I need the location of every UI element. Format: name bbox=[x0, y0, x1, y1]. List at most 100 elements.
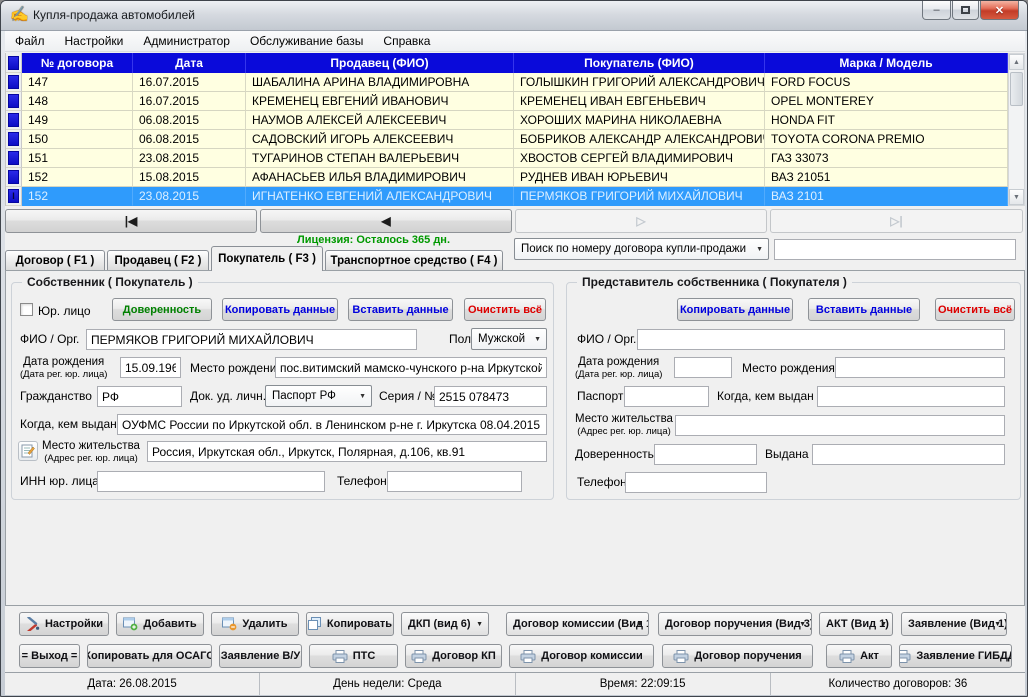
delete-record-button[interactable]: Удалить bbox=[211, 612, 299, 636]
rep-passport-input[interactable] bbox=[624, 386, 709, 407]
col-model[interactable]: Марка / Модель bbox=[765, 53, 1008, 73]
owner-inn-input[interactable] bbox=[97, 471, 325, 492]
title-bar[interactable]: ✍ Купля-продажа автомобилей – ✕ bbox=[1, 1, 1027, 31]
rep-paste-data-button[interactable]: Вставить данные bbox=[808, 298, 920, 321]
cell-seller[interactable]: НАУМОВ АЛЕКСЕЙ АЛЕКСЕЕВИЧ bbox=[246, 111, 514, 130]
rep-poa-input[interactable] bbox=[654, 444, 757, 465]
cell-buyer[interactable]: ПЕРМЯКОВ ГРИГОРИЙ МИХАЙЛОВИЧ bbox=[514, 187, 765, 206]
search-input[interactable] bbox=[774, 239, 1016, 260]
cell-buyer[interactable]: КРЕМЕНЕЦ ИВАН ЕВГЕНЬЕВИЧ bbox=[514, 92, 765, 111]
menu-db-maintenance[interactable]: Обслуживание базы bbox=[249, 34, 364, 48]
owner-address-input[interactable] bbox=[147, 441, 547, 462]
nav-last-button[interactable]: ▷| bbox=[770, 209, 1023, 233]
rep-address-input[interactable] bbox=[675, 415, 1005, 436]
application-template-select[interactable]: Заявление (Вид 1) ▼ bbox=[901, 612, 1007, 636]
cell-contract-number[interactable]: 150 bbox=[22, 130, 133, 149]
cell-buyer[interactable]: РУДНЕВ ИВАН ЮРЬЕВИЧ bbox=[514, 168, 765, 187]
cell-model[interactable]: OPEL MONTEREY bbox=[765, 92, 1008, 111]
owner-clear-all-button[interactable]: Очистить всё bbox=[464, 298, 546, 321]
cell-contract-number[interactable]: 152 bbox=[22, 187, 133, 206]
rep-phone-input[interactable] bbox=[625, 472, 767, 493]
table-row[interactable]: 151 23.08.2015 ТУГАРИНОВ СТЕПАН ВАЛЕРЬЕВ… bbox=[6, 149, 1008, 168]
menu-settings[interactable]: Настройки bbox=[64, 34, 124, 48]
cell-seller[interactable]: ТУГАРИНОВ СТЕПАН ВАЛЕРЬЕВИЧ bbox=[246, 149, 514, 168]
col-seller[interactable]: Продавец (ФИО) bbox=[246, 53, 514, 73]
print-pts-button[interactable]: ПТС bbox=[309, 644, 398, 668]
owner-gender-select[interactable]: Мужской ▼ bbox=[471, 328, 547, 350]
cell-seller[interactable]: ИГНАТЕНКО ЕВГЕНИЙ АЛЕКСАНДРОВИЧ bbox=[246, 187, 514, 206]
print-gibdd-application-button[interactable]: Заявление ГИБДД bbox=[899, 644, 1012, 668]
cell-seller[interactable]: ШАБАЛИНА АРИНА ВЛАДИМИРОВНА bbox=[246, 73, 514, 92]
scrollbar-thumb[interactable] bbox=[1010, 72, 1023, 106]
maximize-button[interactable] bbox=[952, 1, 979, 20]
cell-date[interactable]: 23.08.2015 bbox=[133, 149, 246, 168]
cell-contract-number[interactable]: 152 bbox=[22, 168, 133, 187]
col-buyer[interactable]: Покупатель (ФИО) bbox=[514, 53, 765, 73]
cell-model[interactable]: FORD FOCUS bbox=[765, 73, 1008, 92]
commission-template-select[interactable]: Договор комиссии (Вид 1) ▼ bbox=[506, 612, 649, 636]
cell-buyer[interactable]: ХОРОШИХ МАРИНА НИКОЛАЕВНА bbox=[514, 111, 765, 130]
tab-buyer[interactable]: Покупатель ( F3 ) bbox=[211, 246, 323, 271]
table-row[interactable]: I 152 23.08.2015 ИГНАТЕНКО ЕВГЕНИЙ АЛЕКС… bbox=[6, 187, 1008, 206]
legal-entity-checkbox[interactable] bbox=[20, 303, 33, 316]
owner-id-doc-select[interactable]: Паспорт РФ ▼ bbox=[265, 385, 372, 407]
cell-buyer[interactable]: ГОЛЫШКИН ГРИГОРИЙ АЛЕКСАНДРОВИЧ bbox=[514, 73, 765, 92]
owner-fio-input[interactable] bbox=[86, 329, 417, 350]
cell-model[interactable]: ВАЗ 2101 bbox=[765, 187, 1008, 206]
exit-button[interactable]: = Выход = bbox=[19, 644, 80, 668]
cell-contract-number[interactable]: 151 bbox=[22, 149, 133, 168]
owner-birthdate-input[interactable] bbox=[120, 357, 181, 378]
cell-contract-number[interactable]: 148 bbox=[22, 92, 133, 111]
scroll-down-icon[interactable]: ▼ bbox=[1009, 189, 1024, 205]
rep-clear-all-button[interactable]: Очистить всё bbox=[935, 298, 1015, 321]
print-sale-contract-button[interactable]: Договор КП bbox=[405, 644, 502, 668]
owner-birthplace-input[interactable] bbox=[275, 357, 547, 378]
settings-button[interactable]: Настройки bbox=[19, 612, 109, 636]
print-agency-contract-button[interactable]: Договор поручения bbox=[662, 644, 813, 668]
cell-seller[interactable]: АФАНАСЬЕВ ИЛЬЯ ВЛАДИМИРОВИЧ bbox=[246, 168, 514, 187]
minimize-button[interactable]: – bbox=[922, 1, 951, 20]
agency-template-select[interactable]: Договор поручения (Вид 3) ▼ bbox=[658, 612, 812, 636]
act-template-select[interactable]: АКТ (Вид 1) ▼ bbox=[819, 612, 893, 636]
rep-birthplace-input[interactable] bbox=[835, 357, 1005, 378]
table-row[interactable]: 148 16.07.2015 КРЕМЕНЕЦ ЕВГЕНИЙ ИВАНОВИЧ… bbox=[6, 92, 1008, 111]
menu-administrator[interactable]: Администратор bbox=[143, 34, 230, 48]
tab-vehicle[interactable]: Транспортное средство ( F4 ) bbox=[325, 250, 503, 270]
cell-model[interactable]: TOYOTA CORONA PREMIO bbox=[765, 130, 1008, 149]
table-row[interactable]: 152 15.08.2015 АФАНАСЬЕВ ИЛЬЯ ВЛАДИМИРОВ… bbox=[6, 168, 1008, 187]
cell-seller[interactable]: САДОВСКИЙ ИГОРЬ АЛЕКСЕЕВИЧ bbox=[246, 130, 514, 149]
owner-copy-data-button[interactable]: Копировать данные bbox=[222, 298, 338, 321]
rep-issued-input[interactable] bbox=[817, 386, 1005, 407]
col-date[interactable]: Дата bbox=[133, 53, 246, 73]
print-commission-contract-button[interactable]: Договор комиссии bbox=[509, 644, 654, 668]
cell-date[interactable]: 06.08.2015 bbox=[133, 130, 246, 149]
scroll-up-icon[interactable]: ▲ bbox=[1009, 54, 1024, 70]
table-row[interactable]: 150 06.08.2015 САДОВСКИЙ ИГОРЬ АЛЕКСЕЕВИ… bbox=[6, 130, 1008, 149]
owner-phone-input[interactable] bbox=[387, 471, 522, 492]
owner-issued-input[interactable] bbox=[117, 414, 547, 435]
cell-model[interactable]: HONDA FIT bbox=[765, 111, 1008, 130]
cell-date[interactable]: 06.08.2015 bbox=[133, 111, 246, 130]
cell-date[interactable]: 16.07.2015 bbox=[133, 92, 246, 111]
owner-series-input[interactable] bbox=[434, 386, 547, 407]
cell-seller[interactable]: КРЕМЕНЕЦ ЕВГЕНИЙ ИВАНОВИЧ bbox=[246, 92, 514, 111]
rep-fio-input[interactable] bbox=[637, 329, 1005, 350]
cell-model[interactable]: ВАЗ 21051 bbox=[765, 168, 1008, 187]
table-row[interactable]: 147 16.07.2015 ШАБАЛИНА АРИНА ВЛАДИМИРОВ… bbox=[6, 73, 1008, 92]
owner-citizenship-input[interactable] bbox=[97, 386, 182, 407]
nav-prev-button[interactable]: ◀ bbox=[260, 209, 512, 233]
cell-buyer[interactable]: БОБРИКОВ АЛЕКСАНДР АЛЕКСАНДРОВИЧ bbox=[514, 130, 765, 149]
col-contract-number[interactable]: № договора bbox=[22, 53, 133, 73]
cell-date[interactable]: 15.08.2015 bbox=[133, 168, 246, 187]
nav-next-button[interactable]: ▷ bbox=[515, 209, 767, 233]
edit-address-button[interactable] bbox=[18, 441, 38, 461]
cell-buyer[interactable]: ХВОСТОВ СЕРГЕЙ ВЛАДИМИРОВИЧ bbox=[514, 149, 765, 168]
menu-file[interactable]: Файл bbox=[15, 34, 45, 48]
owner-paste-data-button[interactable]: Вставить данные bbox=[348, 298, 453, 321]
cell-contract-number[interactable]: 147 bbox=[22, 73, 133, 92]
table-row[interactable]: 149 06.08.2015 НАУМОВ АЛЕКСЕЙ АЛЕКСЕЕВИЧ… bbox=[6, 111, 1008, 130]
dkp-template-select[interactable]: ДКП (вид 6) ▼ bbox=[401, 612, 489, 636]
copy-record-button[interactable]: Копировать bbox=[306, 612, 394, 636]
add-record-button[interactable]: Добавить bbox=[116, 612, 204, 636]
tab-contract[interactable]: Договор ( F1 ) bbox=[5, 250, 105, 270]
